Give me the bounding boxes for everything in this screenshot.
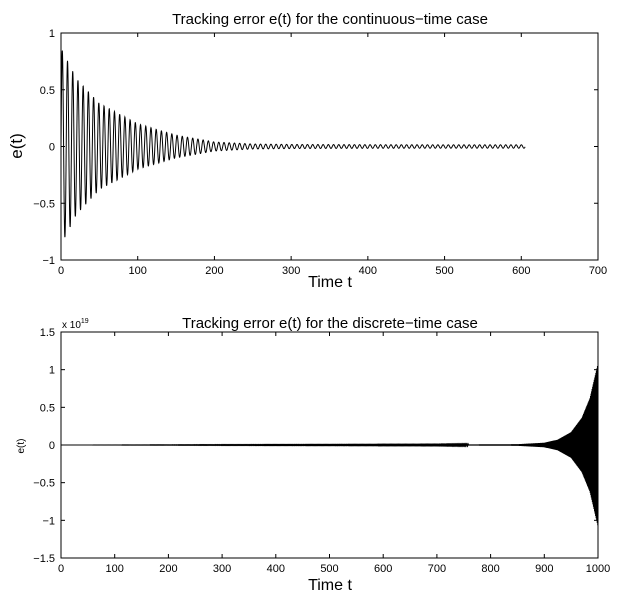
x-tick-label: 300 bbox=[282, 265, 300, 277]
y-tick-label: 1.5 bbox=[40, 327, 55, 339]
y-tick-label: −1 bbox=[42, 515, 55, 527]
x-tick-label: 300 bbox=[213, 563, 231, 575]
chart-title: Tracking error e(t) for the continuous−t… bbox=[172, 11, 488, 28]
chart-title: Tracking error e(t) for the discrete−tim… bbox=[182, 315, 478, 332]
x-tick-label: 500 bbox=[320, 563, 338, 575]
chart-continuous: Tracking error e(t) for the continuous−t… bbox=[7, 11, 607, 291]
chart-discrete: Tracking error e(t) for the discrete−tim… bbox=[16, 315, 610, 594]
y-tick-label: 0 bbox=[49, 440, 55, 452]
x-tick-label: 100 bbox=[129, 265, 147, 277]
y-axis-label: e(t) bbox=[16, 439, 27, 454]
series-line bbox=[60, 50, 526, 238]
y-tick-label: 0 bbox=[49, 142, 55, 154]
y-tick-label: 1 bbox=[49, 28, 55, 40]
x-tick-label: 600 bbox=[512, 265, 530, 277]
x-tick-label: 400 bbox=[359, 265, 377, 277]
x-tick-label: 500 bbox=[435, 265, 453, 277]
x-tick-label: 800 bbox=[481, 563, 499, 575]
x-tick-label: 400 bbox=[267, 563, 285, 575]
y-tick-label: 0.5 bbox=[40, 402, 55, 414]
tick-group: 0 100 200 300 400 500 600 700 800 900 1000 1.5 1 0.5 0… bbox=[33, 327, 610, 575]
y-tick-label: 1 bbox=[49, 365, 55, 377]
y-tick-label: −1 bbox=[42, 255, 55, 267]
x-axis-label: Time t bbox=[308, 577, 352, 594]
x-tick-label: 600 bbox=[374, 563, 392, 575]
line-series bbox=[61, 363, 599, 526]
series-line bbox=[61, 363, 599, 526]
x-axis-label: Time t bbox=[308, 274, 352, 291]
y-scale-label: x 1019 bbox=[62, 318, 89, 331]
line-series bbox=[60, 50, 526, 238]
y-tick-label: −0.5 bbox=[33, 478, 55, 490]
x-tick-label: 700 bbox=[428, 563, 446, 575]
x-tick-label: 100 bbox=[106, 563, 124, 575]
y-tick-label: 0.5 bbox=[40, 85, 55, 97]
x-tick-label: 900 bbox=[535, 563, 553, 575]
x-tick-label: 0 bbox=[58, 563, 64, 575]
x-tick-label: 700 bbox=[589, 265, 607, 277]
x-tick-label: 200 bbox=[159, 563, 177, 575]
y-axis-label: e(t) bbox=[7, 133, 26, 159]
x-tick-label: 0 bbox=[58, 265, 64, 277]
y-tick-label: −0.5 bbox=[33, 198, 55, 210]
tick-group: 0 100 200 300 400 500 600 700 1 0.5 0 −0.5 −1 bbox=[33, 28, 607, 277]
x-tick-label: 1000 bbox=[586, 563, 610, 575]
y-tick-label: −1.5 bbox=[33, 553, 55, 565]
x-tick-label: 200 bbox=[205, 265, 223, 277]
